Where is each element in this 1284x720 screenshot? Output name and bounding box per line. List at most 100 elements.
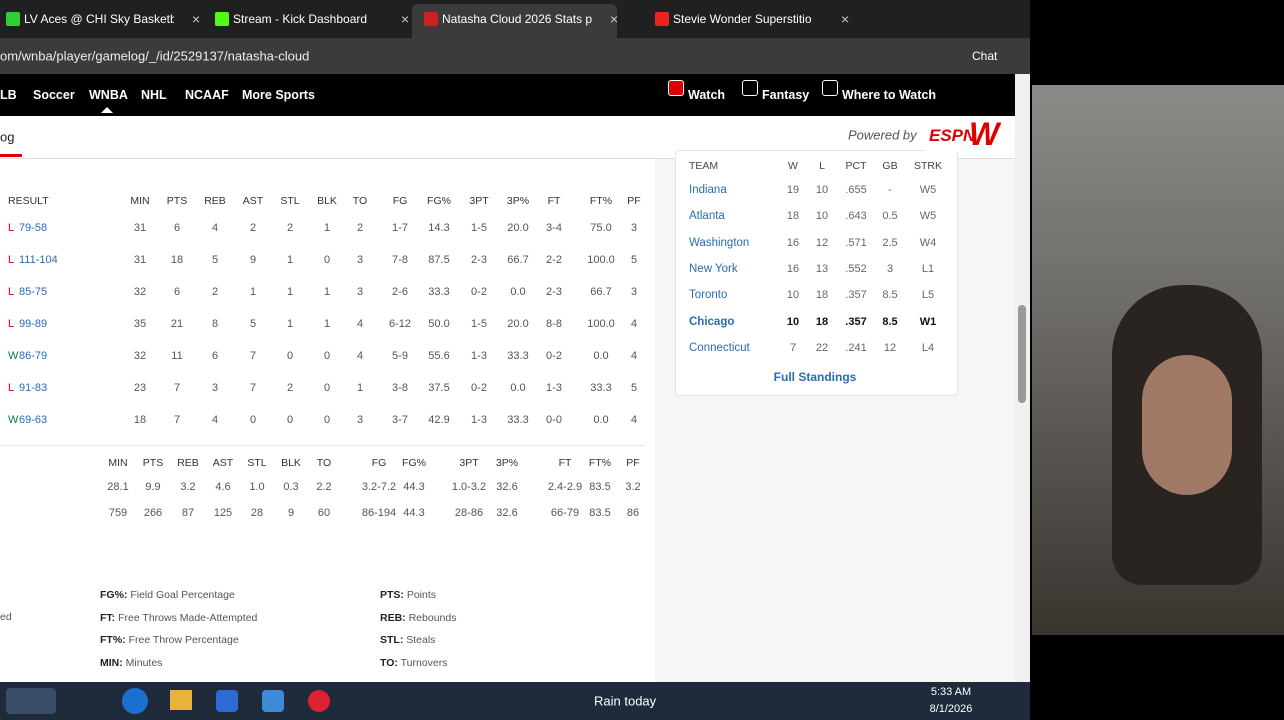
- stat-cell: 3.2: [180, 481, 196, 493]
- table-header: TO: [316, 457, 332, 469]
- stat-cell: 28-86: [454, 507, 484, 519]
- stat-cell: 5: [630, 254, 638, 266]
- stat-cell: 0: [323, 382, 331, 394]
- stat-cell: 31: [133, 222, 147, 234]
- nav-link[interactable]: WNBA: [89, 88, 128, 102]
- stat-cell: 2-3: [546, 286, 562, 298]
- nav-link[interactable]: Watch: [688, 88, 726, 102]
- glossary-abbr: STL:: [380, 634, 404, 646]
- nav-link[interactable]: More Sports: [242, 88, 315, 102]
- glossary-text: Minutes: [125, 656, 163, 669]
- standings-cell: W5: [919, 210, 937, 223]
- stat-cell: 0: [249, 414, 257, 426]
- table-header: FT%: [589, 195, 613, 207]
- table-header: AST: [242, 195, 264, 207]
- game-score[interactable]: 86-79: [19, 350, 48, 362]
- nav-link[interactable]: Soccer: [33, 88, 75, 102]
- clock-time[interactable]: 5:33 AM: [930, 686, 972, 698]
- stat-cell: 33.3: [507, 350, 529, 362]
- edge-icon[interactable]: [122, 688, 148, 714]
- stat-cell: 1-7: [392, 222, 408, 234]
- stat-cell: 3: [630, 222, 638, 234]
- stat-cell: 32: [133, 286, 147, 298]
- standings-cell: 18: [815, 315, 829, 328]
- clock-date[interactable]: 8/1/2026: [929, 703, 973, 715]
- tab-close[interactable]: ×: [192, 11, 201, 27]
- store-icon[interactable]: [216, 690, 238, 712]
- nav-link[interactable]: NCAAF: [185, 88, 229, 102]
- table-header: 3P%: [495, 457, 519, 469]
- stat-cell: 1-5: [471, 318, 487, 330]
- tab-title[interactable]: LV Aces @ CHI Sky Basketball B: [24, 12, 174, 26]
- game-score[interactable]: 99-89: [19, 318, 48, 330]
- team-link[interactable]: Chicago: [689, 315, 735, 328]
- stat-cell: 0: [323, 414, 331, 426]
- app-icon[interactable]: [262, 690, 284, 712]
- game-result: L: [8, 222, 15, 234]
- tab-close[interactable]: ×: [401, 11, 410, 27]
- team-link[interactable]: Atlanta: [689, 210, 725, 223]
- stat-cell: 55.6: [428, 350, 450, 362]
- game-score[interactable]: 91-83: [19, 382, 48, 394]
- nav-link[interactable]: LB: [0, 88, 17, 102]
- standings-cell: 18: [815, 289, 829, 302]
- team-link[interactable]: Washington: [689, 236, 750, 249]
- table-header: MIN: [130, 195, 150, 207]
- stat-cell: 2.4-2.9: [547, 481, 583, 493]
- chat-button[interactable]: Chat: [972, 49, 998, 63]
- stat-cell: 2: [286, 382, 294, 394]
- stat-cell: 35: [133, 318, 147, 330]
- webcam-feed: [1032, 85, 1284, 635]
- stat-cell: 4: [211, 222, 219, 234]
- game-score[interactable]: 79-58: [19, 222, 48, 234]
- stat-cell: 32: [133, 350, 147, 362]
- game-score[interactable]: 111-104: [19, 254, 58, 266]
- standings-cell: 12: [815, 236, 829, 249]
- table-header: AST: [212, 457, 234, 469]
- subnav-tab[interactable]: og: [0, 129, 15, 145]
- nav-link[interactable]: NHL: [141, 88, 167, 102]
- espnw-logo: ESPN W: [925, 116, 1005, 152]
- glossary-fragment: ed: [0, 611, 12, 623]
- address-url[interactable]: om/wnba/player/gamelog/_/id/2529137/nata…: [0, 48, 310, 64]
- team-link[interactable]: Connecticut: [689, 341, 750, 354]
- stat-cell: 3: [630, 286, 638, 298]
- stat-cell: 8-8: [546, 318, 562, 330]
- stat-cell: 0: [286, 414, 294, 426]
- team-link[interactable]: Toronto: [689, 289, 728, 302]
- table-header: FT%: [588, 457, 612, 469]
- stat-cell: 7: [173, 382, 181, 394]
- game-score[interactable]: 85-75: [19, 286, 48, 298]
- stat-cell: 23: [133, 382, 147, 394]
- stat-cell: 66-79: [550, 507, 580, 519]
- stat-cell: 3: [211, 382, 219, 394]
- nav-link[interactable]: Fantasy: [762, 88, 810, 102]
- glossary-item: REB: Rebounds: [380, 612, 456, 624]
- tab-title[interactable]: Stream - Kick Dashboard: [233, 12, 368, 26]
- tab-close[interactable]: ×: [841, 11, 850, 27]
- game-score[interactable]: 69-63: [19, 414, 48, 426]
- team-link[interactable]: Indiana: [689, 184, 727, 196]
- nav-link[interactable]: Where to Watch: [842, 88, 936, 102]
- stat-cell: 1: [286, 254, 294, 266]
- start-widget[interactable]: [6, 688, 56, 714]
- team-link[interactable]: New York: [689, 262, 738, 275]
- stat-cell: 4: [356, 350, 364, 362]
- nav-icon: [742, 80, 758, 96]
- glossary-abbr: MIN:: [100, 656, 123, 669]
- stat-cell: 125: [213, 507, 233, 519]
- tab-title[interactable]: Stevie Wonder Superstitio: [673, 12, 812, 26]
- tab-close[interactable]: ×: [610, 11, 619, 27]
- stat-cell: 9: [249, 254, 257, 266]
- scroll-thumb[interactable]: [1018, 305, 1026, 403]
- stat-cell: 44.3: [403, 507, 425, 519]
- standings-cell: 10: [815, 210, 829, 223]
- table-header: STL: [280, 195, 300, 207]
- tab-title[interactable]: Natasha Cloud 2026 Stats per G: [442, 12, 592, 26]
- game-result: L: [8, 318, 15, 330]
- full-standings-link[interactable]: Full Standings: [773, 370, 857, 384]
- weather[interactable]: Rain today: [594, 693, 657, 709]
- app-icon[interactable]: [308, 690, 330, 712]
- table-header: REB: [204, 195, 226, 207]
- explorer-icon[interactable]: [170, 690, 192, 710]
